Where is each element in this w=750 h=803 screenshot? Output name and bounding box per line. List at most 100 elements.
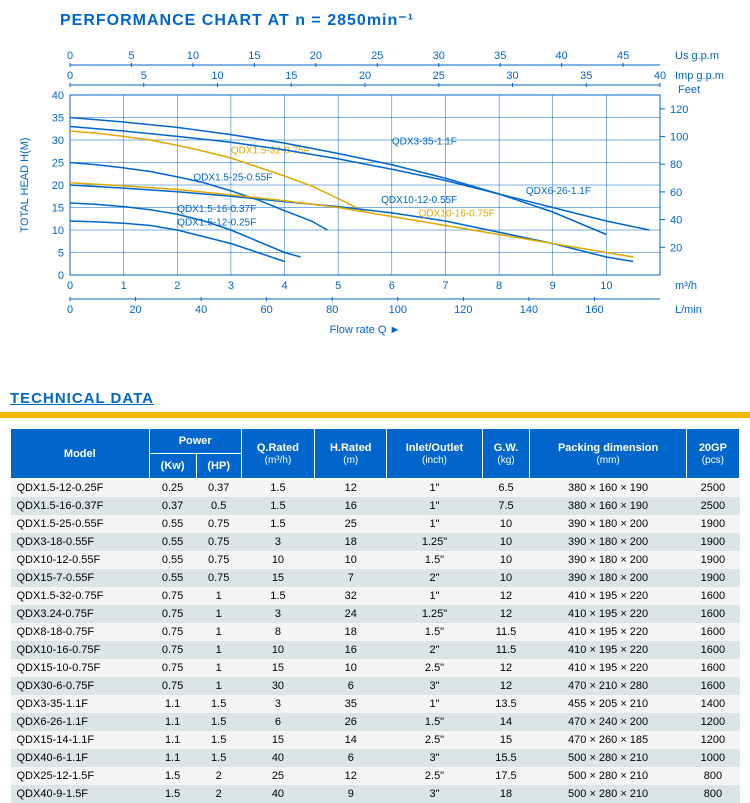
cell: 16: [315, 497, 387, 515]
svg-text:30: 30: [506, 70, 518, 82]
table-row: QDX40-6-1.1F1.11.54063"15.5500 × 280 × 2…: [11, 749, 740, 767]
technical-data-title: TECHNICAL DATA: [0, 365, 750, 410]
cell: 1.5: [241, 587, 314, 605]
cell: 25: [315, 515, 387, 533]
cell: 1600: [686, 641, 739, 659]
svg-text:5: 5: [335, 280, 341, 292]
svg-text:40: 40: [654, 70, 666, 82]
table-row: QDX40-9-1.5F1.524093"18500 × 280 × 21080…: [11, 785, 740, 803]
svg-text:100: 100: [389, 304, 407, 316]
table-row: QDX1.5-16-0.37F0.370.51.5161"7.5380 × 16…: [11, 497, 740, 515]
svg-text:30: 30: [433, 50, 445, 62]
svg-text:35: 35: [580, 70, 592, 82]
svg-text:20: 20: [359, 70, 371, 82]
cell: 1.5: [196, 695, 241, 713]
h-kw: (Kw): [149, 454, 196, 479]
cell: 1900: [686, 569, 739, 587]
cell: 11.5: [482, 641, 530, 659]
svg-text:30: 30: [52, 135, 64, 147]
svg-text:QDX1.5-25-0.55F: QDX1.5-25-0.55F: [193, 173, 272, 184]
cell: 2.5": [387, 767, 482, 785]
cell: 410 × 195 × 220: [530, 623, 686, 641]
svg-text:45: 45: [617, 50, 629, 62]
cell: 1.5: [196, 731, 241, 749]
cell: 3": [387, 749, 482, 767]
cell: 500 × 280 × 210: [530, 767, 686, 785]
cell: QDX1.5-12-0.25F: [11, 479, 150, 498]
table-row: QDX10-16-0.75F0.75110162"11.5410 × 195 ×…: [11, 641, 740, 659]
cell: 2500: [686, 497, 739, 515]
table-row: QDX15-7-0.55F0.550.751572"10390 × 180 × …: [11, 569, 740, 587]
performance-chart: 0510152025303540012345678910m³/h05101520…: [0, 35, 750, 365]
cell: 40: [241, 749, 314, 767]
cell: 1.1: [149, 749, 196, 767]
svg-text:25: 25: [371, 50, 383, 62]
svg-text:120: 120: [454, 304, 472, 316]
h-20gp: 20GP(pcs): [686, 429, 739, 479]
svg-text:10: 10: [600, 280, 612, 292]
cell: 800: [686, 785, 739, 803]
cell: 470 × 240 × 200: [530, 713, 686, 731]
cell: 15: [241, 659, 314, 677]
cell: 380 × 160 × 190: [530, 479, 686, 498]
svg-text:5: 5: [128, 50, 134, 62]
cell: 10: [241, 641, 314, 659]
cell: 12: [482, 677, 530, 695]
cell: 1200: [686, 713, 739, 731]
h-inlet: Inlet/Outlet(inch): [387, 429, 482, 479]
cell: 0.75: [149, 623, 196, 641]
svg-text:8: 8: [496, 280, 502, 292]
cell: 0.75: [149, 659, 196, 677]
svg-text:9: 9: [550, 280, 556, 292]
cell: 455 × 205 × 210: [530, 695, 686, 713]
chart-title: PERFORMANCE CHART AT n = 2850min⁻¹: [0, 0, 750, 35]
cell: 0.75: [196, 569, 241, 587]
cell: QDX8-18-0.75F: [11, 623, 150, 641]
cell: QDX10-16-0.75F: [11, 641, 150, 659]
cell: 800: [686, 767, 739, 785]
cell: 40: [241, 785, 314, 803]
svg-text:TOTAL HEAD H(M): TOTAL HEAD H(M): [19, 137, 31, 232]
cell: 1.5": [387, 713, 482, 731]
cell: 10: [482, 515, 530, 533]
cell: 12: [315, 767, 387, 785]
cell: 12: [482, 605, 530, 623]
svg-text:3: 3: [228, 280, 234, 292]
cell: 1: [196, 605, 241, 623]
svg-text:Imp g.p.m: Imp g.p.m: [675, 70, 724, 82]
svg-text:15: 15: [52, 203, 64, 215]
cell: 0.25: [149, 479, 196, 498]
svg-text:1: 1: [121, 280, 127, 292]
svg-text:0: 0: [67, 70, 73, 82]
cell: 11.5: [482, 623, 530, 641]
cell: 18: [482, 785, 530, 803]
cell: 1: [196, 587, 241, 605]
cell: 0.75: [149, 641, 196, 659]
svg-text:80: 80: [326, 304, 338, 316]
svg-text:0: 0: [58, 270, 64, 282]
svg-text:80: 80: [670, 159, 682, 171]
svg-text:m³/h: m³/h: [675, 280, 697, 292]
h-gw: G.W.(kg): [482, 429, 530, 479]
svg-text:10: 10: [211, 70, 223, 82]
cell: QDX10-12-0.55F: [11, 551, 150, 569]
cell: QDX15-7-0.55F: [11, 569, 150, 587]
cell: 390 × 180 × 200: [530, 569, 686, 587]
h-hrated: H.Rated(m): [315, 429, 387, 479]
cell: 10: [482, 569, 530, 587]
cell: 470 × 260 × 185: [530, 731, 686, 749]
cell: 26: [315, 713, 387, 731]
cell: 3": [387, 785, 482, 803]
cell: QDX30-6-0.75F: [11, 677, 150, 695]
svg-text:15: 15: [285, 70, 297, 82]
technical-data-table: Model Power Q.Rated(m³/h) H.Rated(m) Inl…: [10, 428, 740, 803]
cell: 6: [241, 713, 314, 731]
svg-text:20: 20: [52, 180, 64, 192]
cell: 35: [315, 695, 387, 713]
cell: 8: [241, 623, 314, 641]
cell: 1.5: [241, 515, 314, 533]
svg-text:6: 6: [389, 280, 395, 292]
cell: 1.5: [196, 713, 241, 731]
cell: 2: [196, 785, 241, 803]
svg-text:2: 2: [174, 280, 180, 292]
